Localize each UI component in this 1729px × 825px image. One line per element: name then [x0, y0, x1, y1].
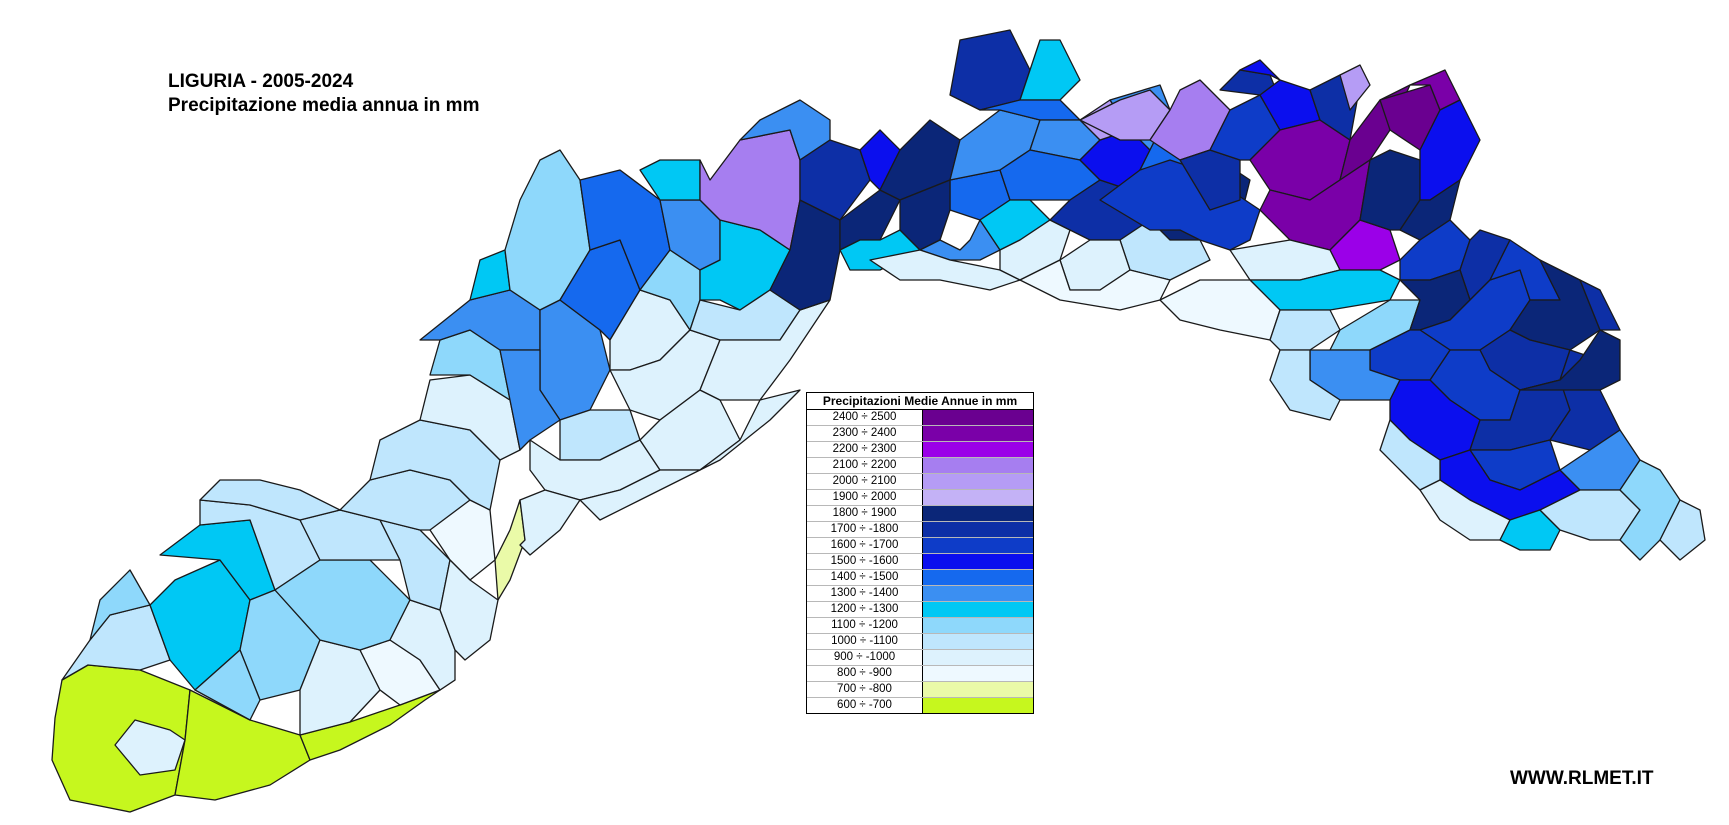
legend-label: 2000 ÷ 2100 — [807, 474, 923, 489]
website-link[interactable]: WWW.RLMET.IT — [1510, 768, 1654, 789]
map-zone — [1019, 259, 1171, 311]
legend-row: 2000 ÷ 2100 — [807, 474, 1033, 490]
legend-swatch — [923, 458, 1033, 473]
legend-label: 1900 ÷ 2000 — [807, 490, 923, 505]
legend-label: 2400 ÷ 2500 — [807, 410, 923, 425]
map-zone — [194, 649, 261, 721]
map-zone — [1269, 309, 1341, 351]
legend-label: 900 ÷ -1000 — [807, 650, 923, 665]
legend-row: 1000 ÷ -1100 — [807, 634, 1033, 650]
map-zone — [439, 559, 499, 661]
legend-label: 700 ÷ -800 — [807, 682, 923, 697]
legend-swatch — [923, 554, 1033, 569]
legend-row: 2200 ÷ 2300 — [807, 442, 1033, 458]
legend-label: 1000 ÷ -1100 — [807, 634, 923, 649]
legend-rows: 2400 ÷ 2500 2300 ÷ 2400 2200 ÷ 2300 2100 ÷ … — [807, 410, 1033, 713]
map-zone — [1269, 349, 1341, 421]
legend-label: 1200 ÷ -1300 — [807, 602, 923, 617]
map-zone — [1339, 64, 1371, 111]
map-title-line-2: Precipitazione media annua in mm — [168, 95, 480, 116]
legend-label: 800 ÷ -900 — [807, 666, 923, 681]
legend-swatch — [923, 666, 1033, 681]
legend-row: 700 ÷ -800 — [807, 682, 1033, 698]
legend-row: 2100 ÷ 2200 — [807, 458, 1033, 474]
map-title-line-1: LIGURIA - 2005-2024 — [168, 71, 354, 92]
legend-swatch — [923, 586, 1033, 601]
legend-label: 1500 ÷ -1600 — [807, 554, 923, 569]
legend-label: 1600 ÷ -1700 — [807, 538, 923, 553]
map-zone — [494, 499, 526, 601]
map-zone — [114, 719, 186, 776]
map-zone — [1179, 149, 1241, 211]
legend-row: 900 ÷ -1000 — [807, 650, 1033, 666]
legend-label: 2200 ÷ 2300 — [807, 442, 923, 457]
legend-swatch — [923, 682, 1033, 697]
legend-label: 600 ÷ -700 — [807, 698, 923, 713]
legend-swatch — [923, 522, 1033, 537]
legend-swatch — [923, 650, 1033, 665]
legend-swatch — [923, 410, 1033, 425]
legend: Precipitazioni Medie Annue in mm 2400 ÷ … — [806, 392, 1034, 714]
legend-row: 1600 ÷ -1700 — [807, 538, 1033, 554]
legend-label: 1400 ÷ -1500 — [807, 570, 923, 585]
legend-row: 1400 ÷ -1500 — [807, 570, 1033, 586]
legend-row: 800 ÷ -900 — [807, 666, 1033, 682]
map-zone — [199, 479, 341, 521]
legend-swatch — [923, 634, 1033, 649]
legend-row: 1900 ÷ 2000 — [807, 490, 1033, 506]
map-zone — [579, 389, 801, 521]
map-zone — [999, 219, 1071, 281]
map-zone — [274, 559, 411, 651]
legend-swatch — [923, 490, 1033, 505]
legend-swatch — [923, 506, 1033, 521]
legend-row: 1100 ÷ -1200 — [807, 618, 1033, 634]
legend-row: 1300 ÷ -1400 — [807, 586, 1033, 602]
legend-row: 1200 ÷ -1300 — [807, 602, 1033, 618]
legend-label: 1300 ÷ -1400 — [807, 586, 923, 601]
legend-swatch — [923, 474, 1033, 489]
legend-swatch — [923, 442, 1033, 457]
map-zone — [1659, 499, 1706, 561]
legend-label: 2100 ÷ 2200 — [807, 458, 923, 473]
legend-label: 2300 ÷ 2400 — [807, 426, 923, 441]
map-zone — [1519, 329, 1621, 391]
legend-row: 2300 ÷ 2400 — [807, 426, 1033, 442]
legend-swatch — [923, 602, 1033, 617]
legend-header: Precipitazioni Medie Annue in mm — [807, 393, 1033, 410]
map-zone — [949, 29, 1031, 111]
legend-label: 1800 ÷ 1900 — [807, 506, 923, 521]
map-zone — [89, 569, 151, 641]
legend-swatch — [923, 698, 1033, 713]
legend-swatch — [923, 426, 1033, 441]
map-zone — [1579, 279, 1621, 331]
legend-row: 1700 ÷ -1800 — [807, 522, 1033, 538]
legend-swatch — [923, 538, 1033, 553]
legend-row: 1500 ÷ -1600 — [807, 554, 1033, 570]
legend-row: 2400 ÷ 2500 — [807, 410, 1033, 426]
map-title: LIGURIA - 2005-2024 Precipitazione media… — [168, 70, 479, 118]
legend-swatch — [923, 618, 1033, 633]
legend-swatch — [923, 570, 1033, 585]
map-zone — [369, 419, 501, 511]
map-zone — [174, 689, 311, 801]
legend-row: 1800 ÷ 1900 — [807, 506, 1033, 522]
map-zone — [519, 489, 581, 556]
legend-label: 1700 ÷ -1800 — [807, 522, 923, 537]
map-zone — [1099, 159, 1261, 251]
legend-label: 1100 ÷ -1200 — [807, 618, 923, 633]
map-zone — [499, 349, 561, 451]
legend-row: 600 ÷ -700 — [807, 698, 1033, 713]
map-zone — [699, 299, 831, 401]
